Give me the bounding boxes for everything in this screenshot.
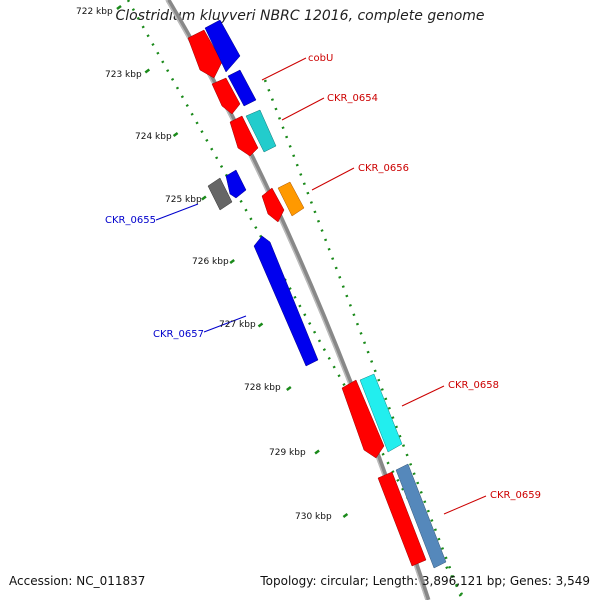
leader-CKR_0658 — [401, 385, 445, 407]
gene-arrow-red-0656[interactable] — [261, 187, 285, 223]
tick-mark-730 — [342, 513, 349, 518]
leader-CKR_0656 — [311, 167, 355, 191]
tick-label-729: 729 kbp — [269, 448, 306, 458]
tick-mark-724 — [172, 132, 179, 137]
gene-label-cobU[interactable]: cobU — [308, 53, 333, 64]
gene-label-leaders — [155, 57, 487, 515]
gene-arrow-blue-top[interactable] — [204, 19, 241, 73]
tick-mark-726 — [229, 259, 235, 264]
gene-arrow-blue-0655[interactable] — [225, 169, 247, 199]
tick-labels: 722 kbp 723 kbp 724 kbp 725 kbp 726 kbp … — [76, 7, 332, 522]
gene-arrow-steel-0659[interactable] — [395, 463, 447, 569]
gene-label-CKR_0656[interactable]: CKR_0656 — [358, 163, 409, 174]
leader-CKR_0655 — [155, 203, 199, 221]
topology-summary: Topology: circular; Length: 3,896,121 bp… — [260, 574, 590, 588]
tick-label-723: 723 kbp — [105, 70, 142, 80]
tick-mark-722 — [116, 5, 122, 10]
gene-label-CKR_0658[interactable]: CKR_0658 — [448, 380, 499, 391]
gene-labels: cobU CKR_0654 CKR_0656 CKR_0655 CKR_0657… — [105, 53, 541, 501]
gene-arrow-gray-725[interactable] — [207, 177, 233, 211]
gene-label-CKR_0655[interactable]: CKR_0655 — [105, 215, 156, 226]
tick-marks — [116, 5, 349, 518]
leader-CKR_0654 — [281, 97, 325, 121]
cds-features — [187, 19, 447, 569]
gene-label-CKR_0654[interactable]: CKR_0654 — [327, 93, 378, 104]
gene-arrow-cobU-red[interactable] — [187, 29, 223, 79]
gene-arrow-red-0658[interactable] — [341, 379, 385, 459]
tick-mark-729 — [314, 449, 320, 455]
tick-label-722: 722 kbp — [76, 7, 113, 17]
leader-CKR_0659 — [443, 495, 487, 515]
gene-arrow-cyan-0658[interactable] — [359, 373, 403, 453]
tick-label-725: 725 kbp — [165, 195, 202, 205]
tick-label-730: 730 kbp — [295, 512, 332, 522]
tick-label-728: 728 kbp — [244, 383, 281, 393]
tick-mark-727 — [257, 322, 264, 328]
genome-title: Clostridium kluyveri NBRC 12016, complet… — [115, 8, 485, 24]
tick-label-727: 727 kbp — [219, 320, 256, 330]
accession-label: Accession: NC_011837 — [9, 574, 146, 588]
gene-arrow-cyan-724[interactable] — [245, 109, 277, 153]
genome-backbone-highlight — [165, 0, 427, 600]
gene-arrow-red-723[interactable] — [211, 77, 241, 115]
gene-arrow-orange-0656[interactable] — [277, 181, 305, 217]
tick-label-726: 726 kbp — [192, 257, 229, 267]
gene-label-CKR_0659[interactable]: CKR_0659 — [490, 490, 541, 501]
leader-CKR_0657 — [203, 315, 247, 333]
tick-mark-725 — [201, 195, 207, 201]
gene-arrow-red-0659[interactable] — [377, 471, 427, 567]
gene-arrow-blue-0657[interactable] — [253, 235, 319, 367]
leader-cobU — [261, 57, 307, 81]
tick-mark-723 — [144, 68, 151, 74]
gene-arrow-red-724[interactable] — [229, 115, 259, 157]
tick-label-724: 724 kbp — [135, 132, 172, 142]
tick-mark-728 — [286, 386, 292, 391]
genome-backbone — [165, 0, 431, 600]
gene-arrow-blue-723[interactable] — [227, 69, 257, 107]
gene-label-CKR_0657[interactable]: CKR_0657 — [153, 329, 204, 340]
